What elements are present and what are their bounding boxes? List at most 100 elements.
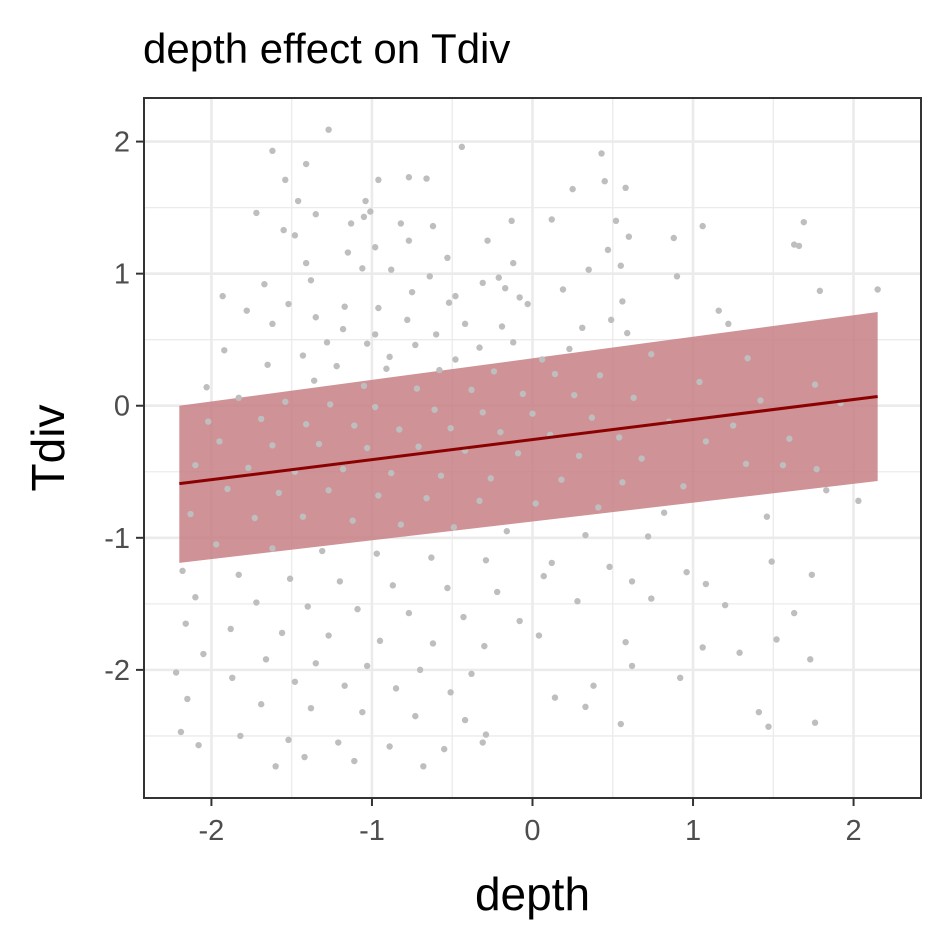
- data-point: [261, 281, 268, 288]
- data-point: [569, 185, 576, 193]
- data-point: [660, 509, 668, 516]
- data-point: [286, 575, 294, 582]
- data-point: [302, 421, 310, 428]
- data-point: [458, 143, 466, 151]
- data-point: [532, 500, 539, 507]
- data-point: [811, 381, 819, 388]
- data-point: [479, 279, 486, 287]
- data-point: [548, 216, 555, 223]
- data-point: [351, 422, 358, 429]
- data-point: [371, 244, 379, 251]
- data-point: [510, 259, 517, 267]
- data-point: [307, 704, 315, 712]
- data-point: [325, 487, 332, 494]
- data-point: [362, 197, 369, 205]
- data-point: [795, 242, 803, 250]
- data-point: [307, 277, 315, 284]
- data-point: [696, 378, 703, 386]
- data-point: [628, 662, 636, 670]
- data-point: [604, 246, 612, 254]
- trend-line: [179, 395, 878, 486]
- data-point: [725, 320, 732, 328]
- data-point: [205, 418, 212, 425]
- data-point: [339, 325, 347, 333]
- data-point: [622, 184, 629, 192]
- chart-title: depth effect on Tdiv: [143, 25, 510, 72]
- data-point: [497, 428, 504, 436]
- data-point: [468, 670, 475, 678]
- data-point: [386, 743, 393, 750]
- data-point: [184, 695, 191, 703]
- data-point: [339, 465, 347, 473]
- data-point: [615, 434, 623, 441]
- data-point: [516, 294, 523, 301]
- x-axis-title: depth: [475, 868, 590, 920]
- data-point: [216, 438, 223, 445]
- data-point: [790, 241, 798, 248]
- data-point: [624, 329, 631, 337]
- data-point: [373, 550, 380, 557]
- data-point: [388, 469, 395, 477]
- data-point: [371, 403, 379, 411]
- data-point: [699, 644, 706, 651]
- data-point: [529, 410, 536, 417]
- data-point: [363, 662, 371, 670]
- data-point: [514, 450, 522, 457]
- data-point: [729, 422, 737, 429]
- data-point: [375, 492, 382, 499]
- data-point: [476, 497, 483, 505]
- data-point: [359, 708, 366, 716]
- y-axis: -2 -1 0 1 2: [104, 127, 144, 687]
- data-point: [773, 636, 780, 643]
- data-point: [264, 361, 271, 368]
- data-point: [495, 274, 502, 281]
- data-point: [612, 217, 620, 225]
- data-point: [800, 218, 808, 226]
- data-point: [285, 300, 292, 308]
- data-point: [179, 567, 186, 575]
- data-point: [558, 476, 565, 483]
- data-point: [333, 362, 340, 370]
- data-point: [855, 497, 862, 505]
- data-point: [768, 558, 775, 565]
- data-point: [559, 286, 567, 293]
- data-point: [227, 625, 234, 633]
- data-point: [392, 685, 400, 692]
- data-point: [253, 599, 260, 606]
- data-point: [461, 320, 469, 328]
- data-point: [452, 356, 459, 363]
- data-point: [595, 504, 602, 511]
- data-point: [302, 160, 310, 168]
- data-point: [349, 517, 356, 524]
- data-point: [347, 220, 355, 227]
- data-point: [436, 366, 443, 374]
- data-point: [683, 568, 690, 576]
- data-point: [245, 464, 252, 472]
- data-point: [269, 147, 276, 155]
- data-point: [312, 211, 319, 218]
- data-point: [344, 249, 352, 256]
- data-point: [325, 126, 332, 133]
- data-point: [371, 331, 379, 338]
- data-point: [490, 368, 498, 375]
- data-point: [335, 739, 342, 746]
- data-point: [172, 669, 180, 676]
- data-point: [315, 440, 323, 448]
- data-point: [566, 345, 573, 353]
- data-point: [452, 292, 459, 300]
- data-point: [625, 233, 633, 240]
- data-point: [312, 314, 319, 321]
- data-point: [757, 397, 764, 404]
- data-point: [219, 292, 226, 300]
- data-point: [582, 531, 589, 539]
- x-axis: -2 -1 0 1 2: [199, 798, 862, 847]
- data-point: [388, 266, 395, 273]
- data-point: [476, 344, 483, 351]
- data-point: [299, 513, 307, 520]
- data-point: [482, 557, 490, 564]
- data-point: [396, 426, 403, 433]
- data-point: [535, 632, 543, 639]
- data-point: [715, 307, 722, 314]
- data-point: [294, 197, 302, 205]
